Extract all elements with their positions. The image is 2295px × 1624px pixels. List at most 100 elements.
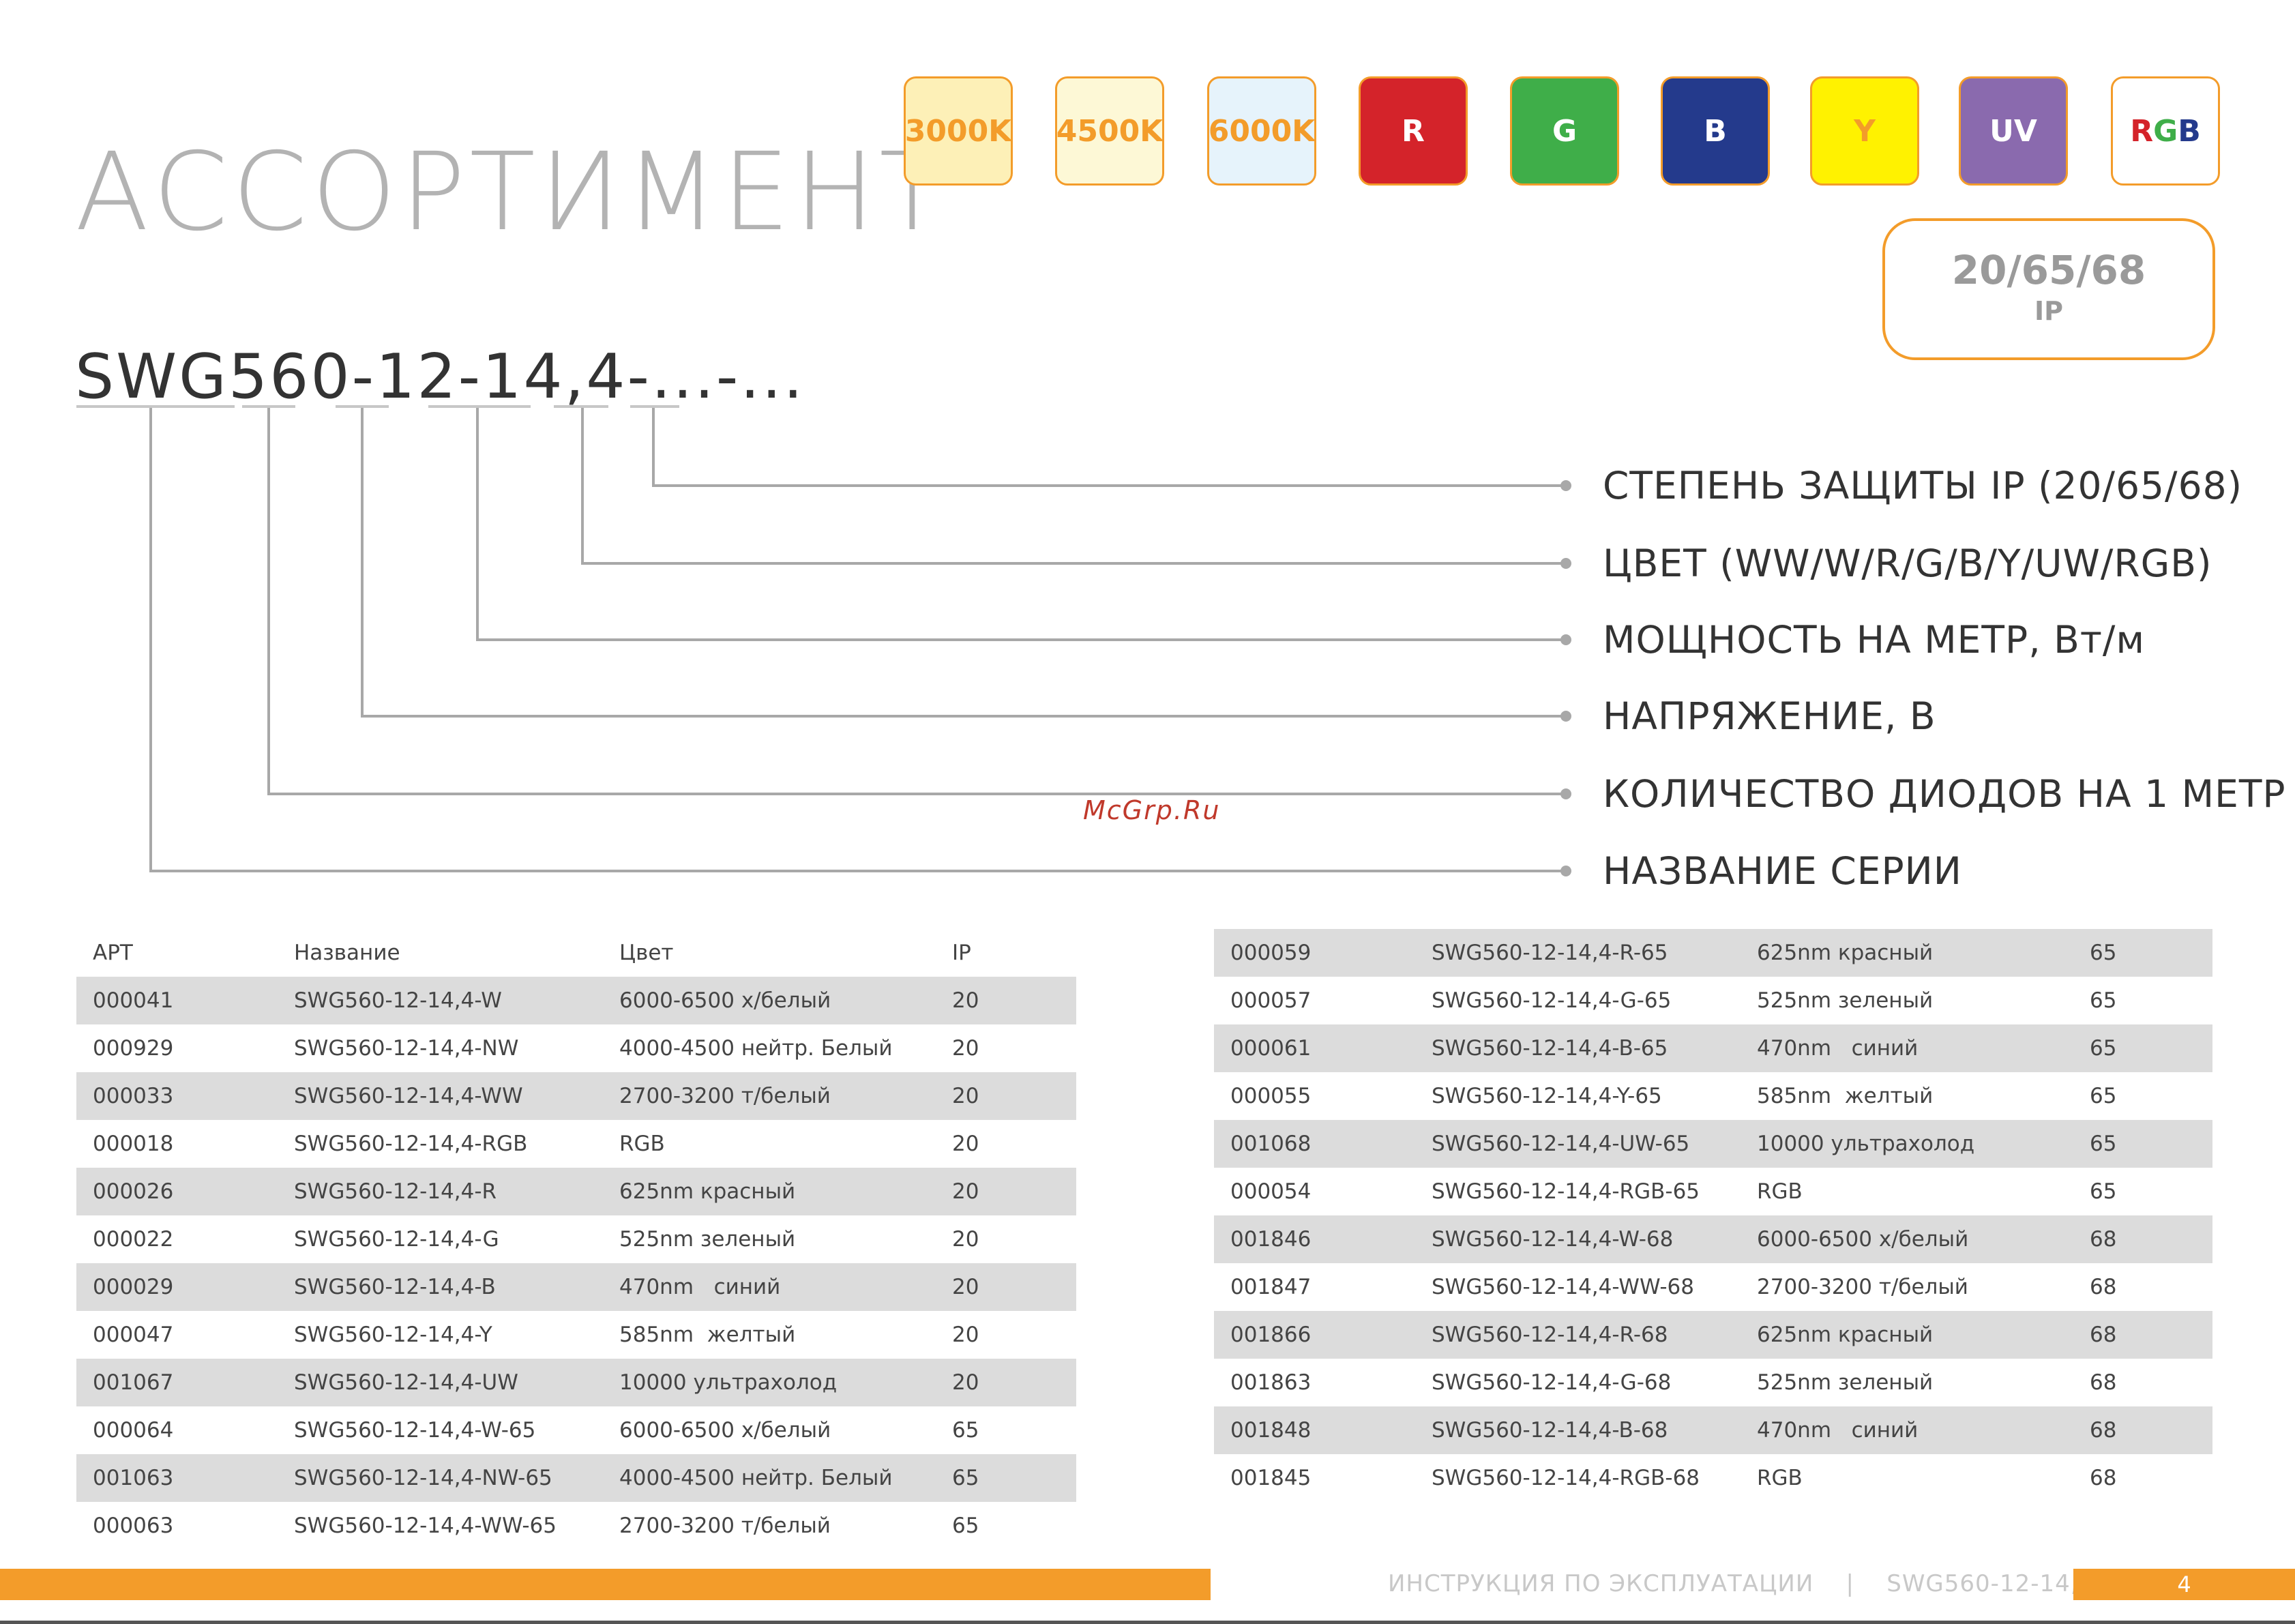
cell-art: 001848 [1214, 1406, 1415, 1454]
table-row: 001847 SWG560-12-14,4-WW-68 2700-3200 т/бе… [1214, 1263, 2212, 1311]
legend-connector-lines [149, 408, 1571, 876]
cell-name: SWG560-12-14,4-W [278, 977, 603, 1024]
table-row: 000041 SWG560-12-14,4-W 6000-6500 х/белый 2… [76, 977, 1076, 1024]
legend-color: ЦВЕТ (WW/W/R/G/B/Y/UW/RGB) [1603, 542, 2212, 585]
underline-ip [630, 405, 679, 408]
underline-diodes [242, 405, 295, 408]
table-row: 000054 SWG560-12-14,4-RGB-65 RGB 65 [1214, 1168, 2212, 1215]
cell-color: 10000 ультрахолод [1741, 1120, 2073, 1168]
cell-art: 000033 [76, 1072, 278, 1120]
connector-dot [1560, 866, 1571, 876]
table-row: 001068 SWG560-12-14,4-UW-65 10000 ультрахо… [1214, 1120, 2212, 1168]
badge-letter: B [2178, 113, 2201, 149]
cell-art: 001866 [1214, 1311, 1415, 1359]
table-row: 000064 SWG560-12-14,4-W-65 6000-6500 х/бел… [76, 1406, 1076, 1454]
cell-ip: 65 [2090, 1084, 2117, 1108]
cell-ip: 68 [2073, 1311, 2212, 1359]
cell-color: 585nm желтый [1757, 1084, 1934, 1108]
badge-6000k: 6000K [1207, 76, 1316, 186]
footer-bar [0, 1569, 1211, 1600]
cell-name: SWG560-12-14,4-WW-68 [1432, 1275, 1694, 1299]
cell-ip: 65 [2073, 1024, 2212, 1072]
cell-art: 000022 [93, 1227, 174, 1252]
legend-voltage: НАПРЯЖЕНИЕ, В [1603, 694, 1936, 738]
badge-y: Y [1810, 76, 1919, 186]
connector-dot [1560, 711, 1571, 722]
cell-name: SWG560-12-14,4-NW-65 [278, 1454, 603, 1502]
table-row: 001848 SWG560-12-14,4-B-68 470nm синий 68 [1214, 1406, 2212, 1454]
bottom-rule [0, 1621, 2295, 1624]
cell-name: SWG560-12-14,4-R-65 [1415, 929, 1741, 977]
connector-color [581, 408, 1566, 565]
cell-ip: 68 [2090, 1466, 2117, 1490]
table-row: 000063 SWG560-12-14,4-WW-65 2700-3200 т/бе… [76, 1502, 1076, 1550]
badge-g: G [1510, 76, 1619, 186]
connector-dot [1560, 480, 1571, 491]
legend-ip: СТЕПЕНЬ ЗАЩИТЫ IP (20/65/68) [1603, 464, 2243, 507]
badge-3000k: 3000K [904, 76, 1013, 186]
cell-name: SWG560-12-14,4-Y-65 [1432, 1084, 1662, 1108]
cell-ip: 68 [2090, 1275, 2117, 1299]
cell-name: SWG560-12-14,4-R-68 [1415, 1311, 1741, 1359]
cell-color: 6000-6500 х/белый [603, 977, 936, 1024]
connector-diodes [267, 408, 1566, 795]
cell-color: 2700-3200 т/белый [1757, 1275, 1968, 1299]
table-row: 000061 SWG560-12-14,4-B-65 470nm синий 65 [1214, 1024, 2212, 1072]
cell-name: SWG560-12-14,4-B [278, 1263, 603, 1311]
cell-color: 4000-4500 нейтр. Белый [603, 1454, 936, 1502]
cell-art: 001847 [1230, 1275, 1312, 1299]
cell-art: 001067 [76, 1359, 278, 1406]
table-row: 001846 SWG560-12-14,4-W-68 6000-6500 х/бел… [1214, 1215, 2212, 1263]
connector-voltage [361, 408, 1566, 718]
cell-name: SWG560-12-14,4-B-65 [1415, 1024, 1741, 1072]
table-row: 000029 SWG560-12-14,4-B 470nm синий 20 [76, 1263, 1076, 1311]
header-ip: IP [952, 941, 971, 965]
footer-doc-title: ИНСТРУКЦИЯ ПО ЭКСПЛУАТАЦИИ [1388, 1570, 1814, 1597]
table-row: 001067 SWG560-12-14,4-UW 10000 ультрахолод… [76, 1359, 1076, 1406]
table-row: 000022 SWG560-12-14,4-G 525nm зеленый 20 [76, 1215, 1076, 1263]
table-row: 000018 SWG560-12-14,4-RGB RGB 20 [76, 1120, 1076, 1168]
watermark: McGrp.Ru [1083, 795, 1221, 825]
code-dash: - [715, 341, 741, 413]
footer-model: SWG560-12-14,4 [1886, 1570, 2094, 1597]
connector-dot [1560, 788, 1571, 799]
cell-ip: 65 [2073, 929, 2212, 977]
legend-series: НАЗВАНИЕ СЕРИИ [1603, 849, 1962, 893]
cell-color: 625nm красный [603, 1168, 936, 1215]
underline-voltage [336, 405, 389, 408]
table-row: 000047 SWG560-12-14,4-Y 585nm желтый 20 [76, 1311, 1076, 1359]
cell-name: SWG560-12-14,4-RGB-65 [1432, 1179, 1700, 1204]
cell-color: 625nm красный [1741, 929, 2073, 977]
cell-art: 000929 [93, 1036, 174, 1061]
connector-dot [1560, 558, 1571, 569]
cell-name: SWG560-12-14,4-G-68 [1432, 1370, 1672, 1395]
table-header-row: АРТ Название Цвет IP [76, 929, 1076, 977]
cell-art: 000064 [93, 1418, 174, 1443]
cell-color: RGB [1757, 1466, 1803, 1490]
cell-ip: 20 [936, 1168, 1076, 1215]
cell-ip: 68 [2073, 1215, 2212, 1263]
table-row: 001866 SWG560-12-14,4-R-68 625nm красный 68 [1214, 1311, 2212, 1359]
legend-diodes: КОЛИЧЕСТВО ДИОДОВ НА 1 МЕТР [1603, 772, 2286, 816]
cell-name: SWG560-12-14,4-RGB [294, 1132, 528, 1156]
cell-ip: 65 [2090, 1179, 2117, 1204]
table-row: 001863 SWG560-12-14,4-G-68 525nm зеленый 68 [1214, 1359, 2212, 1406]
cell-ip: 65 [2090, 988, 2117, 1013]
code-series: SWG560 [75, 341, 352, 413]
cell-name: SWG560-12-14,4-G [294, 1227, 499, 1252]
cell-ip: 20 [936, 1359, 1076, 1406]
code-dash: - [458, 341, 483, 413]
cell-art: 001068 [1214, 1120, 1415, 1168]
code-power: 14,4 [482, 341, 627, 413]
connector-series [149, 408, 1566, 872]
cell-art: 001863 [1230, 1370, 1312, 1395]
badge-b: B [1661, 76, 1770, 186]
product-table-left: АРТ Название Цвет IP 000041 SWG560-12-14,… [76, 929, 1076, 1550]
table-row: 000033 SWG560-12-14,4-WW 2700-3200 т/белый… [76, 1072, 1076, 1120]
badge-letter: R [2130, 113, 2154, 149]
cell-color: 525nm зеленый [619, 1227, 796, 1252]
table-row: 001845 SWG560-12-14,4-RGB-68 RGB 68 [1214, 1454, 2212, 1502]
underline-series [76, 405, 235, 408]
cell-ip: 20 [936, 1072, 1076, 1120]
